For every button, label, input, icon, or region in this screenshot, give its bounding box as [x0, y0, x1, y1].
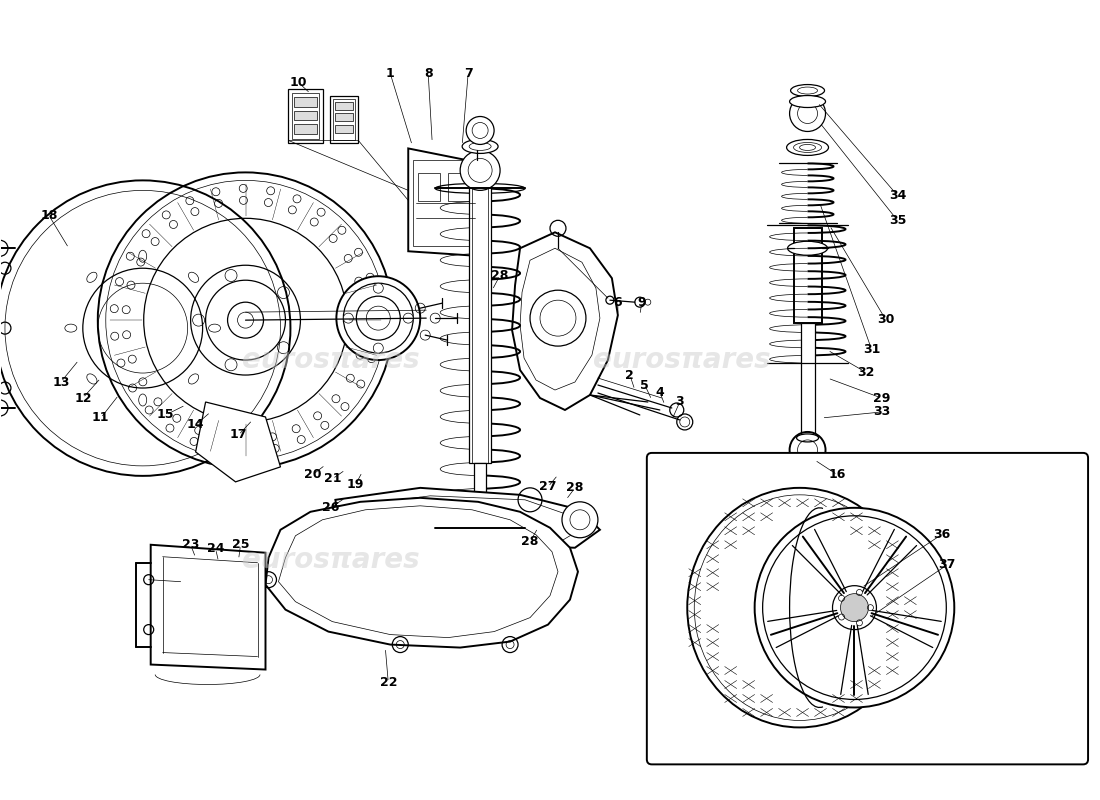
- Text: 25: 25: [232, 538, 250, 551]
- Text: 4: 4: [656, 386, 664, 398]
- Bar: [336, 102, 353, 110]
- Text: 21: 21: [323, 472, 341, 486]
- Text: 13: 13: [52, 375, 69, 389]
- Text: 17: 17: [230, 429, 248, 442]
- Circle shape: [337, 276, 420, 360]
- Ellipse shape: [462, 139, 498, 154]
- Circle shape: [404, 313, 414, 323]
- Text: 14: 14: [187, 418, 205, 431]
- Bar: [472, 183, 488, 463]
- Polygon shape: [408, 149, 483, 256]
- Text: 7: 7: [464, 67, 473, 80]
- Text: 37: 37: [938, 558, 956, 571]
- Text: 8: 8: [424, 67, 432, 80]
- Circle shape: [840, 594, 868, 622]
- Bar: [330, 95, 359, 143]
- Circle shape: [790, 95, 825, 131]
- Circle shape: [562, 502, 598, 538]
- Ellipse shape: [788, 242, 827, 255]
- Circle shape: [343, 313, 353, 323]
- Text: 30: 30: [877, 313, 894, 326]
- Text: 22: 22: [379, 676, 397, 689]
- Polygon shape: [265, 498, 578, 647]
- Text: 6: 6: [614, 296, 623, 309]
- Text: 1: 1: [386, 67, 395, 80]
- Text: 28: 28: [566, 482, 584, 494]
- Text: 31: 31: [862, 342, 880, 355]
- Text: 26: 26: [321, 502, 339, 514]
- Text: 23: 23: [182, 538, 199, 551]
- Bar: [448, 174, 470, 202]
- Text: 28: 28: [521, 535, 539, 548]
- Bar: [295, 110, 318, 121]
- Bar: [793, 228, 822, 323]
- Ellipse shape: [786, 139, 828, 155]
- Polygon shape: [336, 488, 600, 548]
- Circle shape: [530, 290, 586, 346]
- Text: eurosπares: eurosπares: [242, 346, 419, 374]
- Text: 5: 5: [640, 378, 649, 391]
- Circle shape: [329, 506, 352, 530]
- Text: 2: 2: [626, 369, 635, 382]
- FancyBboxPatch shape: [647, 453, 1088, 764]
- Bar: [333, 98, 355, 141]
- Polygon shape: [196, 402, 280, 482]
- Bar: [293, 93, 319, 139]
- Bar: [295, 97, 318, 106]
- Circle shape: [343, 283, 414, 353]
- Bar: [336, 114, 353, 122]
- Circle shape: [790, 432, 825, 468]
- Bar: [801, 323, 814, 438]
- Circle shape: [460, 150, 500, 190]
- Text: eurosπares: eurosπares: [593, 346, 771, 374]
- Text: eurosπares: eurosπares: [242, 546, 419, 574]
- Text: 15: 15: [157, 409, 175, 422]
- Bar: [469, 183, 491, 463]
- Text: 10: 10: [289, 76, 307, 89]
- Text: 24: 24: [207, 542, 224, 555]
- Text: 18: 18: [41, 209, 57, 222]
- Text: 28: 28: [492, 269, 509, 282]
- Text: 16: 16: [828, 468, 846, 482]
- Circle shape: [755, 508, 955, 707]
- Text: 36: 36: [933, 528, 950, 542]
- Bar: [418, 174, 440, 202]
- Bar: [295, 125, 318, 134]
- Text: 29: 29: [872, 391, 890, 405]
- Circle shape: [466, 117, 494, 145]
- Text: 34: 34: [889, 189, 906, 202]
- Text: 19: 19: [346, 478, 364, 491]
- Ellipse shape: [791, 85, 825, 97]
- Text: 32: 32: [857, 366, 874, 378]
- Text: 9: 9: [638, 296, 646, 309]
- Text: 11: 11: [92, 411, 110, 425]
- Text: 35: 35: [889, 214, 906, 227]
- Circle shape: [373, 283, 383, 293]
- Text: 33: 33: [872, 406, 890, 418]
- Bar: [414, 161, 476, 246]
- Bar: [288, 89, 323, 143]
- Polygon shape: [513, 232, 618, 410]
- Text: 3: 3: [675, 395, 684, 409]
- Ellipse shape: [790, 95, 825, 107]
- Text: 27: 27: [539, 480, 557, 494]
- Polygon shape: [151, 545, 265, 670]
- Bar: [474, 463, 486, 582]
- Bar: [336, 126, 353, 134]
- Text: 20: 20: [304, 468, 321, 482]
- Text: 12: 12: [74, 391, 91, 405]
- Circle shape: [373, 343, 383, 353]
